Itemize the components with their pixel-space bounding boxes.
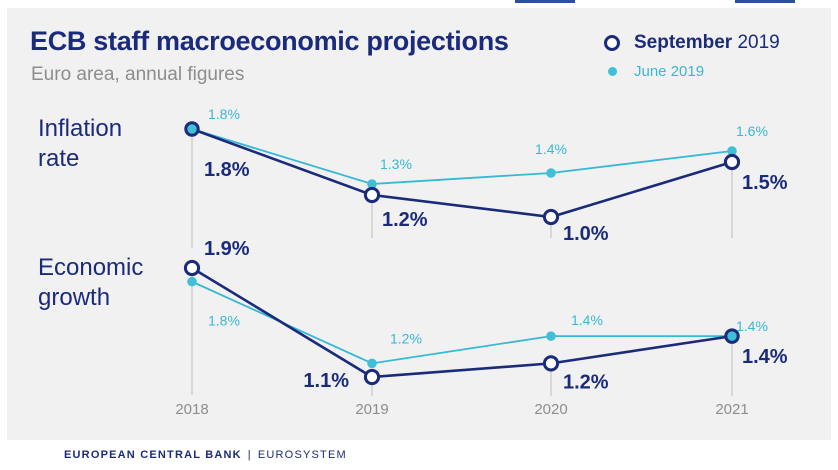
chart-subtitle: Euro area, annual figures <box>31 64 245 85</box>
point-september <box>542 208 560 226</box>
data-label-june: 1.8% <box>208 106 240 122</box>
x-tick-label: 2020 <box>534 401 567 418</box>
series-line-september <box>191 127 733 219</box>
legend-september-label: September 2019 <box>634 32 780 53</box>
point-september <box>724 328 740 344</box>
footer-bank-name: EUROPEAN CENTRAL BANK <box>64 449 242 461</box>
x-tick-label: 2021 <box>715 401 748 418</box>
data-label-june: 1.6% <box>736 123 768 139</box>
point-september <box>723 153 741 171</box>
data-label-september: 1.0% <box>563 223 609 245</box>
point-june <box>727 146 737 156</box>
data-label-june: 1.2% <box>390 330 422 346</box>
chart-card <box>7 8 831 440</box>
data-label-september: 1.2% <box>563 371 609 393</box>
point-june <box>367 358 377 369</box>
x-tick-label: 2018 <box>175 401 208 418</box>
point-september <box>363 186 381 204</box>
projection-line-chart: 2018 2019 2020 2021 1.8% 1.3% 1.4% 1.6% 1.8% 1.2%… <box>175 106 788 418</box>
footer-separator: | <box>247 449 252 461</box>
legend-june: June 2019 <box>604 63 704 80</box>
top-accent-bar <box>515 0 575 3</box>
top-accent-bar <box>735 0 795 3</box>
point-september <box>184 121 200 137</box>
x-tick-label: 2019 <box>355 401 388 418</box>
point-june <box>367 179 377 189</box>
data-label-september: 1.5% <box>742 172 788 194</box>
data-label-june: 1.4% <box>736 318 768 334</box>
point-september <box>542 355 560 372</box>
point-june <box>546 168 556 178</box>
panel-label-inflation: Inflation rate <box>38 115 123 172</box>
point-june <box>187 276 197 287</box>
data-label-september: 1.4% <box>742 346 788 368</box>
data-label-september: 1.2% <box>382 209 428 231</box>
legend-september: September 2019 <box>604 32 780 54</box>
legend-september-marker-icon <box>604 35 620 51</box>
legend-june-label: June 2019 <box>634 63 705 80</box>
data-label-september: 1.8% <box>204 159 250 181</box>
data-label-september: 1.1% <box>303 370 349 392</box>
data-label-june: 1.3% <box>380 156 412 172</box>
data-label-june: 1.4% <box>571 312 603 328</box>
series-line-september <box>191 266 733 379</box>
point-september <box>363 368 381 386</box>
data-label-june: 1.8% <box>208 313 240 329</box>
point-june <box>546 331 556 341</box>
data-label-june: 1.4% <box>535 141 567 157</box>
data-label-september: 1.9% <box>204 238 250 260</box>
panel-label-growth: Economic growth <box>38 254 144 311</box>
series-line-june <box>191 280 732 365</box>
series-line-june <box>191 128 733 185</box>
point-september <box>183 259 201 277</box>
footer: EUROPEAN CENTRAL BANK | EUROSYSTEM <box>64 449 347 461</box>
chart-title: ECB staff macroeconomic projections <box>30 26 509 56</box>
legend-june-marker-icon <box>608 67 617 76</box>
footer-eurosystem: EUROSYSTEM <box>257 449 347 461</box>
